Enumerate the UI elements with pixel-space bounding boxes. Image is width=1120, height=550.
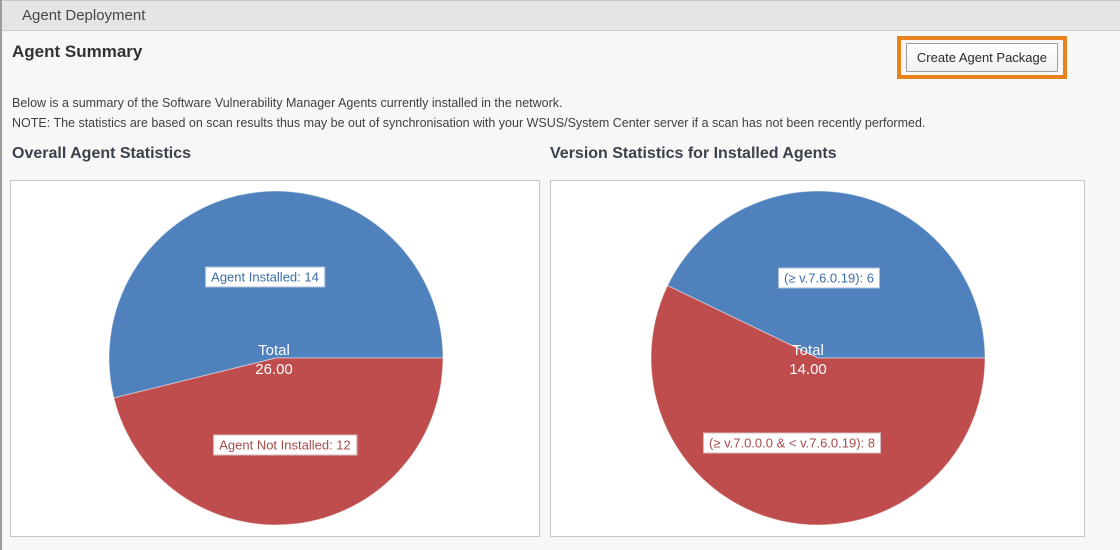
pie-slice[interactable] <box>650 284 986 526</box>
page-header-bar: Agent Deployment <box>2 0 1120 31</box>
chart-title-version: Version Statistics for Installed Agents <box>550 145 837 162</box>
pie-slice-label: (≥ v.7.6.0.19): 6 <box>778 267 880 289</box>
pie-slice-label: Agent Not Installed: 12 <box>213 434 357 456</box>
version-statistics-panel: (≥ v.7.6.0.19): 6 Total 14.00 (≥ v.7.0.0… <box>550 180 1085 537</box>
create-agent-package-button[interactable]: Create Agent Package <box>905 43 1058 72</box>
section-title: Agent Summary <box>12 42 143 61</box>
highlight-box: Create Agent Package <box>896 36 1067 79</box>
pie-center-total-value: 14.00 <box>789 361 827 378</box>
overall-agent-statistics-panel: Agent Installed: 14 Total 26.00 Agent No… <box>10 180 540 537</box>
pie-center-total-label: Total <box>792 342 824 359</box>
pie-center-total: Total 14.00 <box>789 341 827 379</box>
page-header-title: Agent Deployment <box>22 7 146 24</box>
chart-title-overall: Overall Agent Statistics <box>12 145 192 162</box>
pie-center-total: Total 26.00 <box>255 341 293 379</box>
overall-agent-statistics-pie-chart <box>108 190 444 526</box>
pie-center-total-label: Total <box>258 342 290 359</box>
summary-note: NOTE: The statistics are based on scan r… <box>12 116 926 130</box>
pie-slice[interactable] <box>108 190 444 399</box>
pie-slice-label: (≥ v.7.0.0.0 & < v.7.6.0.19): 8 <box>703 432 881 454</box>
pie-slice-label: Agent Installed: 14 <box>205 266 325 288</box>
summary-description: Below is a summary of the Software Vulne… <box>12 96 563 110</box>
pie-center-total-value: 26.00 <box>255 361 293 378</box>
